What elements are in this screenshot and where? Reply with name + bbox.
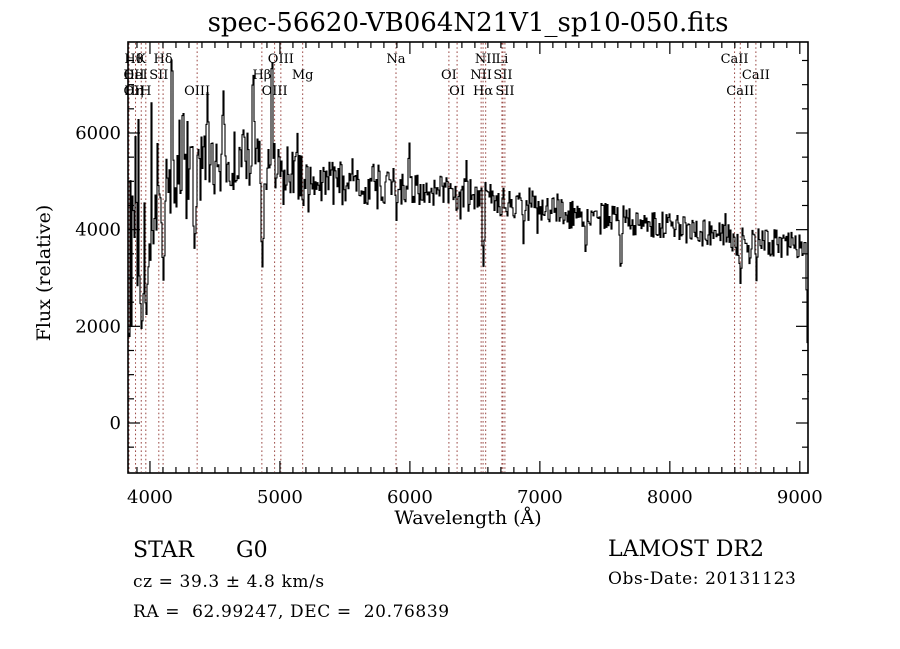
spectral-line-label: OI xyxy=(441,68,457,83)
spectral-line-label: Hδ xyxy=(154,52,173,67)
spectral-line-label: Li xyxy=(496,52,509,67)
object-class: STAR xyxy=(133,538,194,563)
spectral-line-label: OII xyxy=(124,68,145,83)
y-tick-label: 6000 xyxy=(75,123,121,144)
plot-frame xyxy=(127,41,809,474)
spectral-line-label: SII xyxy=(495,84,514,99)
spectral-line-label: Hη xyxy=(124,84,143,99)
spectral-line-label: K xyxy=(136,52,146,67)
spectral-line-label: Na xyxy=(386,52,405,67)
spectral-line-label: SII xyxy=(493,68,512,83)
spectral-line-label: Hβ xyxy=(252,68,271,83)
cz-value: cz = 39.3 ± 4.8 km/s xyxy=(133,572,325,592)
spectral-line-label: Mg xyxy=(292,68,314,83)
x-tick-label: 4000 xyxy=(127,487,173,508)
spectral-line-label: OIII xyxy=(268,52,294,67)
y-tick-label: 4000 xyxy=(75,220,121,241)
spectral-line-label: Hθ xyxy=(124,52,143,67)
y-tick-label: 0 xyxy=(110,413,121,434)
spectral-line-label: Hα xyxy=(473,84,493,99)
spectral-line-label: CaII xyxy=(726,84,754,99)
spectral-line-label: CaII xyxy=(742,68,770,83)
spectrum-trace xyxy=(128,59,809,393)
obs-date: Obs-Date: 20131123 xyxy=(608,569,797,589)
x-tick-label: 5000 xyxy=(257,487,303,508)
y-axis-title: Flux (relative) xyxy=(33,204,55,342)
x-axis-title: Wavelength (Å) xyxy=(394,507,542,529)
spectral-line-label: OI xyxy=(449,84,465,99)
spectral-line-label: OIII xyxy=(184,84,210,99)
spectral-line-label: SII xyxy=(149,68,168,83)
spectral-line-label: CaII xyxy=(721,52,749,67)
spectral-line-label: OIII xyxy=(262,84,288,99)
spectral-line-label: OII xyxy=(124,84,145,99)
x-tick-label: 8000 xyxy=(647,487,693,508)
spectral-line-label: NII xyxy=(470,68,492,83)
x-tick-label: 6000 xyxy=(387,487,433,508)
spectral-line-label: NII xyxy=(475,52,497,67)
plot-title: spec-56620-VB064N21V1_sp10-050.fits xyxy=(207,8,729,38)
ra-dec-value: RA = 62.99247, DEC = 20.76839 xyxy=(133,602,450,622)
spectral-line-label: HeI xyxy=(123,68,147,83)
x-tick-label: 7000 xyxy=(517,487,563,508)
spectral-line-label: H xyxy=(140,84,151,99)
x-tick-label: 9000 xyxy=(777,487,823,508)
survey-release: LAMOST DR2 xyxy=(608,537,764,562)
y-tick-label: 2000 xyxy=(75,316,121,337)
object-subclass: G0 xyxy=(236,538,268,563)
